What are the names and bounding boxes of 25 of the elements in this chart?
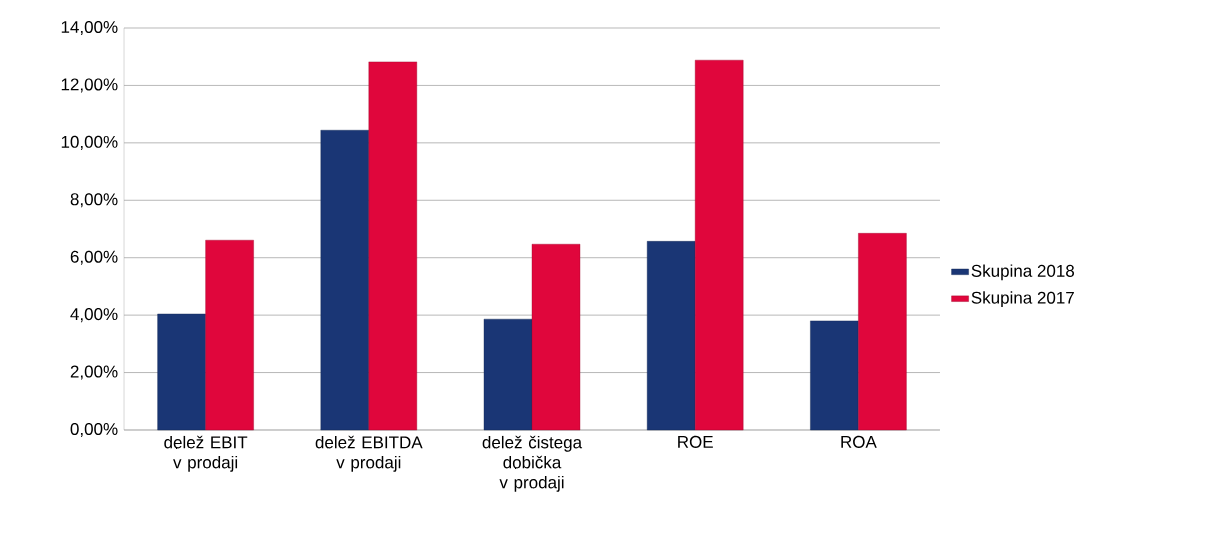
bar	[205, 239, 254, 431]
bar	[647, 241, 696, 431]
bar	[483, 318, 533, 431]
legend-label: Skupina 2017	[971, 291, 1074, 308]
x-tick-label: delež čistega dobička v prodaji	[482, 435, 583, 492]
y-tick-label: 8,00%	[70, 193, 118, 208]
legend-label: Skupina 2018	[971, 264, 1075, 281]
x-tick-label: delež EBIT v prodaji	[164, 435, 248, 472]
bar	[368, 61, 418, 431]
x-tick-label: ROA	[841, 435, 877, 448]
y-tick-label: 4,00%	[70, 308, 118, 323]
y-tick-label: 12,00%	[61, 78, 118, 93]
bar	[157, 313, 206, 431]
y-tick-label: 14,00%	[61, 20, 118, 36]
y-tick-label: 10,00%	[61, 135, 118, 150]
y-tick-label: 0,00%	[70, 422, 118, 438]
bar	[531, 244, 581, 431]
bar	[810, 320, 859, 431]
bar	[320, 130, 370, 431]
y-tick-label: 6,00%	[70, 250, 118, 265]
bar	[695, 59, 744, 431]
x-tick-label: ROE	[678, 435, 713, 448]
bar	[858, 233, 907, 431]
y-tick-label: 2,00%	[70, 365, 118, 380]
x-tick-label: delež EBITDA v prodaji	[315, 435, 423, 472]
